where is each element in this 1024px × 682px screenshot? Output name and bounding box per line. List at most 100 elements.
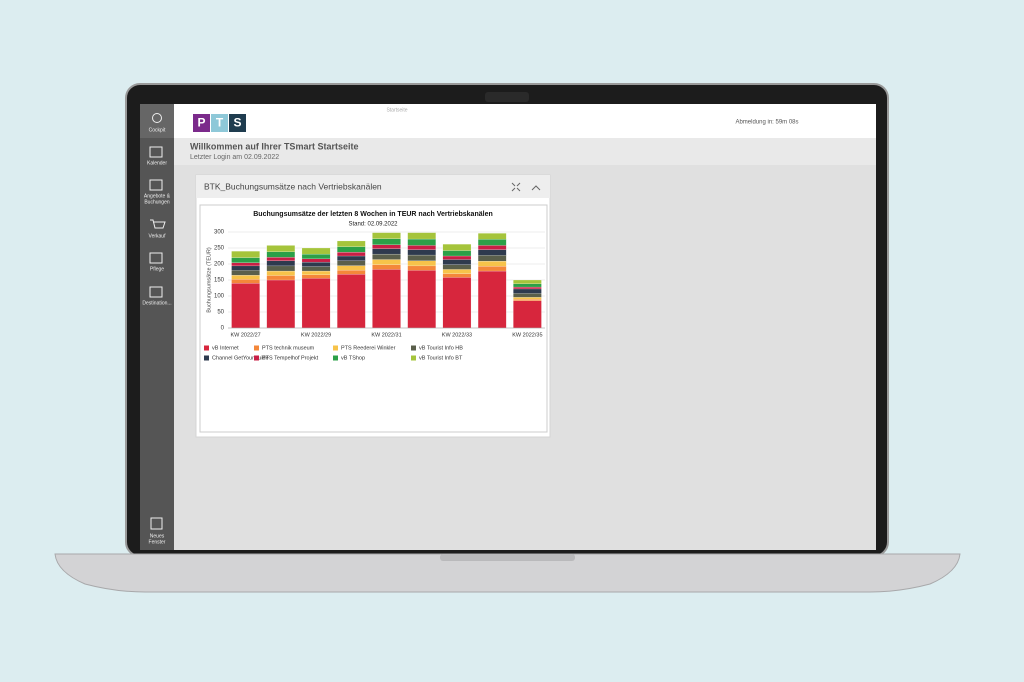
y-tick-label: 100: [214, 294, 225, 300]
legend-label: vB TShop: [341, 355, 365, 361]
bar-segment: [372, 264, 401, 270]
bar-segment: [513, 288, 542, 294]
legend-swatch: [411, 355, 416, 361]
nav-item[interactable]: Angebote &Buchungen: [144, 179, 171, 205]
x-tick-label: KW 2022/29: [301, 332, 331, 338]
bar-segment: [301, 253, 331, 259]
logo-box: [193, 114, 210, 132]
collapse-button[interactable]: [531, 185, 541, 191]
bar-segment: [372, 248, 401, 255]
bar-segment: [231, 270, 260, 276]
bar-segment: [442, 250, 472, 257]
camera-notch: [485, 92, 529, 102]
legend-swatch: [254, 345, 259, 351]
bar-segment: [231, 251, 260, 258]
bar-segment: [513, 299, 542, 301]
bar-segment: [301, 274, 331, 279]
bar-segment: [301, 258, 331, 263]
bar-segment: [372, 253, 401, 260]
bar-segment: [477, 249, 507, 256]
x-tick-label: KW 2022/35: [512, 332, 542, 338]
logo: S: [233, 116, 241, 130]
bar-segment: [442, 259, 472, 265]
bar-segment: [266, 260, 296, 267]
bar-segment: [231, 262, 260, 267]
bar-segment: [513, 297, 542, 300]
nav-item[interactable]: Verkauf: [149, 219, 167, 239]
bar-segment: [337, 252, 366, 257]
logo-box: [229, 114, 246, 132]
bar-segment: [266, 265, 296, 272]
tab-title: Startseite: [386, 107, 407, 113]
bar-segment: [442, 255, 472, 260]
bar-segment: [477, 270, 507, 329]
nav-label: Pflege: [150, 266, 164, 272]
nav-item[interactable]: Kalender: [147, 146, 167, 166]
legend-label: Channel GetYourGuide: [212, 355, 269, 361]
bar-segment: [337, 265, 366, 271]
y-tick-label: 200: [214, 262, 225, 268]
laptop-base: [54, 553, 961, 593]
bar-segment: [372, 238, 401, 245]
bar-segment: [407, 254, 436, 261]
bar-segment: [266, 257, 296, 261]
bar-segment: [266, 251, 296, 258]
bar-segment: [231, 275, 260, 280]
bar-segment: [477, 255, 507, 262]
legend-swatch: [204, 355, 209, 361]
bar-segment: [266, 270, 296, 276]
nav-item[interactable]: Destination...: [142, 286, 172, 306]
bar-segment: [407, 260, 436, 267]
bar-segment: [513, 283, 542, 288]
legend-label: PTS technik museum: [262, 345, 315, 351]
bar-segment: [337, 246, 366, 253]
bar-segment: [301, 266, 331, 272]
nav-label: Neues: [150, 533, 165, 539]
last-login: Letzter Login am 02.09.2022: [190, 154, 279, 161]
y-tick-label: 150: [214, 278, 225, 284]
bar-segment: [301, 278, 331, 329]
bar-segment: [231, 265, 260, 271]
nav-label: Buchungen: [144, 199, 170, 205]
bar-segment: [231, 283, 260, 329]
bar-segment: [407, 265, 436, 271]
y-tick-label: 300: [214, 230, 225, 236]
bar-segment: [372, 244, 401, 249]
bar-segment: [337, 255, 366, 261]
sidebar: [140, 104, 174, 550]
legend-label: PTS Reederei Winkler: [341, 345, 396, 351]
chart-subtitle: Stand: 02.09.2022: [348, 222, 398, 228]
bar-segment: [513, 293, 542, 298]
bar-segment: [477, 261, 507, 267]
bar-segment: [513, 286, 542, 290]
bar-segment: [513, 300, 542, 329]
bar-segment: [266, 245, 296, 252]
y-axis-label: Buchungsumsätze (TEUR): [206, 247, 212, 313]
legend-label: vB Tourist Info BT: [419, 355, 463, 361]
nav-label: Angebote &: [144, 193, 171, 199]
nav-label: Kalender: [147, 160, 167, 166]
bar-segment: [407, 238, 436, 246]
laptop-notch: [440, 554, 575, 561]
nav-label: Fenster: [149, 539, 166, 545]
bar-segment: [266, 275, 296, 281]
nav-item[interactable]: Cockpit: [140, 104, 174, 138]
legend-swatch: [411, 345, 416, 351]
y-tick-label: 250: [214, 246, 225, 252]
bar-segment: [442, 269, 472, 274]
top-bar: [174, 104, 876, 138]
nav-item[interactable]: Pflege: [149, 252, 164, 272]
nav-label: Cockpit: [149, 127, 166, 133]
bar-segment: [407, 232, 436, 240]
panel-title: BTK_Buchungsumsätze nach Vertriebskanäle…: [204, 181, 382, 191]
chart-title: Buchungsumsätze der letzten 8 Wochen in …: [253, 211, 492, 218]
expand-button[interactable]: [511, 182, 521, 192]
nav-label: Destination...: [142, 300, 171, 306]
logo: T: [216, 116, 224, 130]
bar-segment: [477, 266, 507, 272]
bar-segment: [477, 239, 507, 246]
nav-label: Verkauf: [149, 233, 167, 239]
bar-segment: [266, 279, 296, 329]
x-tick-label: KW 2022/27: [230, 332, 260, 338]
